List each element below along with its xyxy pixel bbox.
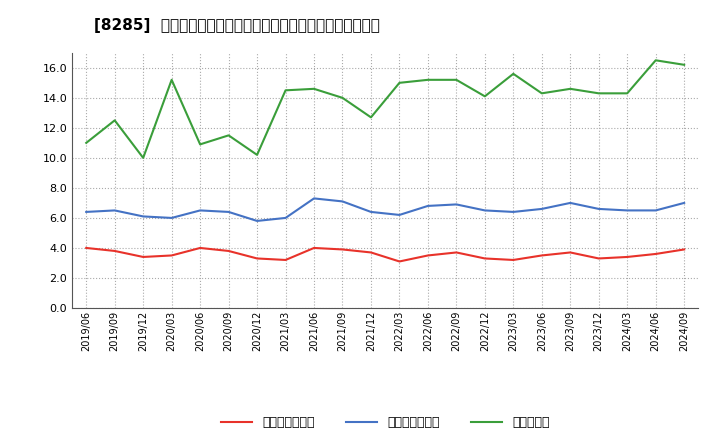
売上債権回転率 (509, 257, 518, 263)
在庫回転率 (623, 91, 631, 96)
在庫回転率 (423, 77, 432, 82)
売上債権回転率 (680, 247, 688, 252)
売上債権回転率 (310, 246, 318, 251)
在庫回転率 (82, 140, 91, 146)
売上債権回転率 (282, 257, 290, 263)
売上債権回転率 (480, 256, 489, 261)
売上債権回転率 (652, 251, 660, 257)
買入債務回転率 (366, 209, 375, 215)
売上債権回転率 (623, 254, 631, 260)
在庫回転率 (595, 91, 603, 96)
在庫回転率 (338, 95, 347, 100)
在庫回転率 (196, 142, 204, 147)
買入債務回転率 (196, 208, 204, 213)
買入債務回転率 (452, 202, 461, 207)
Legend: 売上債権回転率, 買入債務回転率, 在庫回転率: 売上債権回転率, 買入債務回転率, 在庫回転率 (216, 411, 554, 434)
買入債務回転率 (167, 215, 176, 220)
在庫回転率 (225, 133, 233, 138)
売上債権回転率 (595, 256, 603, 261)
売上債権回転率 (110, 248, 119, 253)
買入債務回転率 (395, 212, 404, 217)
在庫回転率 (652, 58, 660, 63)
買入債務回転率 (680, 200, 688, 205)
売上債権回転率 (196, 246, 204, 251)
買入債務回転率 (225, 209, 233, 215)
Text: [8285]  売上債権回転率、買入債務回転率、在庫回転率の推移: [8285] 売上債権回転率、買入債務回転率、在庫回転率の推移 (94, 18, 379, 33)
在庫回転率 (139, 155, 148, 161)
在庫回転率 (395, 80, 404, 85)
買入債務回転率 (509, 209, 518, 215)
買入債務回転率 (423, 203, 432, 209)
買入債務回転率 (338, 199, 347, 204)
在庫回転率 (480, 94, 489, 99)
売上債権回転率 (225, 248, 233, 253)
在庫回転率 (452, 77, 461, 82)
在庫回転率 (509, 71, 518, 77)
買入債務回転率 (566, 200, 575, 205)
買入債務回転率 (82, 209, 91, 215)
売上債権回転率 (366, 250, 375, 255)
在庫回転率 (110, 118, 119, 123)
在庫回転率 (680, 62, 688, 67)
買入債務回転率 (253, 218, 261, 224)
Line: 買入債務回転率: 買入債務回転率 (86, 198, 684, 221)
売上債権回転率 (167, 253, 176, 258)
Line: 在庫回転率: 在庫回転率 (86, 60, 684, 158)
買入債務回転率 (310, 196, 318, 201)
買入債務回転率 (595, 206, 603, 212)
売上債権回転率 (395, 259, 404, 264)
買入債務回転率 (652, 208, 660, 213)
買入債務回転率 (623, 208, 631, 213)
在庫回転率 (566, 86, 575, 92)
売上債権回転率 (139, 254, 148, 260)
在庫回転率 (366, 115, 375, 120)
買入債務回転率 (282, 215, 290, 220)
買入債務回転率 (537, 206, 546, 212)
売上債権回転率 (566, 250, 575, 255)
売上債権回転率 (452, 250, 461, 255)
Line: 売上債権回転率: 売上債権回転率 (86, 248, 684, 261)
在庫回転率 (167, 77, 176, 82)
在庫回転率 (310, 86, 318, 92)
売上債権回転率 (537, 253, 546, 258)
売上債権回転率 (253, 256, 261, 261)
売上債権回転率 (82, 246, 91, 251)
買入債務回転率 (139, 214, 148, 219)
買入債務回転率 (110, 208, 119, 213)
在庫回転率 (282, 88, 290, 93)
在庫回転率 (253, 152, 261, 158)
買入債務回転率 (480, 208, 489, 213)
売上債権回転率 (338, 247, 347, 252)
売上債権回転率 (423, 253, 432, 258)
在庫回転率 (537, 91, 546, 96)
